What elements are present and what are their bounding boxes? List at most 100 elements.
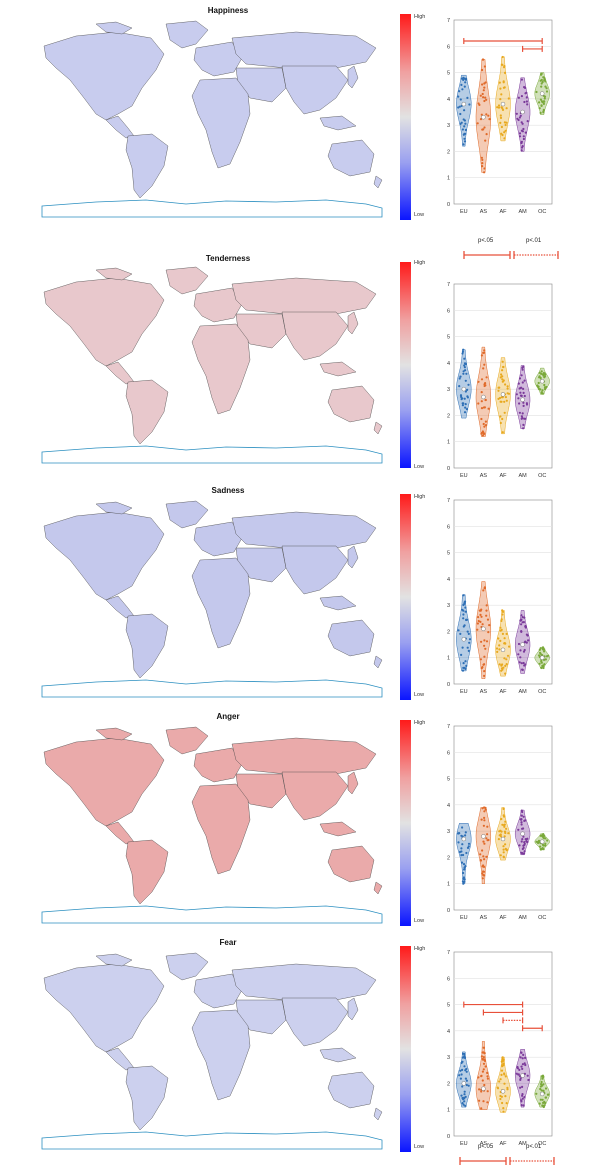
data-point (523, 1062, 526, 1065)
data-point (484, 424, 488, 427)
data-point (504, 672, 507, 675)
data-point (483, 655, 486, 658)
x-tick-label: AM (518, 1141, 527, 1147)
data-point (482, 1058, 485, 1061)
data-point (497, 397, 500, 400)
data-point (541, 389, 544, 392)
data-point (523, 379, 526, 382)
legend-lines (463, 251, 559, 259)
y-tick-label: 5 (447, 551, 450, 557)
data-point (486, 1101, 489, 1104)
x-tick-label: AS (480, 915, 488, 921)
data-point (501, 378, 504, 381)
data-point (503, 825, 506, 828)
map-region (95, 953, 133, 967)
data-point (481, 434, 484, 437)
data-point (502, 845, 505, 848)
data-point (521, 412, 524, 415)
data-point (500, 93, 503, 96)
colorbar-high-label: High (414, 720, 426, 726)
data-point (502, 365, 505, 369)
data-point (498, 81, 501, 84)
data-point (500, 1073, 503, 1076)
data-point (546, 839, 549, 842)
colorbar-high-label: High (414, 260, 426, 266)
colorbar-high-label: High (414, 14, 426, 20)
violin-plot: 0 1 2 3 4 5 6 7 EU AS AF AM OC (447, 950, 553, 1147)
data-point (457, 832, 460, 835)
data-point (499, 121, 502, 124)
data-point (499, 1078, 502, 1081)
data-point (486, 618, 490, 621)
x-tick-label: AF (499, 1141, 507, 1147)
x-tick-label: AF (499, 915, 507, 921)
data-point (482, 96, 485, 99)
data-point (463, 878, 466, 881)
colorbar (400, 262, 411, 468)
map-region (347, 771, 359, 795)
data-point (544, 1096, 547, 1099)
map-region (105, 361, 135, 385)
data-point (462, 372, 465, 375)
data-point (521, 381, 524, 384)
y-tick-label: 1 (447, 1108, 450, 1114)
data-point (461, 1102, 464, 1105)
colorbar-high-label: High (414, 946, 426, 952)
data-point (499, 854, 502, 857)
data-point (539, 111, 542, 114)
data-point (522, 815, 525, 818)
data-point (460, 847, 463, 850)
data-point (462, 348, 465, 351)
data-point (545, 90, 549, 93)
data-point (463, 624, 466, 627)
data-point (504, 843, 507, 846)
data-point (464, 610, 467, 613)
data-point (543, 383, 546, 387)
median-marker (481, 834, 486, 839)
data-point (466, 96, 469, 99)
violin-plot: 0 1 2 3 4 5 6 7 EU AS AF AM OC (447, 498, 553, 695)
data-point (499, 639, 502, 642)
data-point (519, 1056, 522, 1059)
data-point (481, 1051, 484, 1054)
data-point (463, 364, 466, 367)
data-point (481, 623, 484, 626)
data-point (482, 351, 485, 354)
data-point (519, 649, 522, 652)
data-point (520, 662, 523, 665)
panel-title: Sadness (211, 486, 245, 495)
map-region (281, 311, 349, 361)
data-point (464, 403, 467, 406)
data-point (540, 848, 543, 851)
map-region (125, 379, 169, 445)
data-point (503, 66, 506, 69)
data-point (521, 1097, 524, 1100)
y-tick-label: 1 (447, 440, 450, 446)
world-map (41, 500, 383, 698)
data-point (522, 135, 525, 138)
data-point (482, 589, 485, 592)
data-point (463, 85, 466, 88)
data-point (459, 394, 463, 397)
y-tick-label: 5 (447, 777, 450, 783)
data-point (539, 652, 542, 655)
data-point (542, 1089, 545, 1092)
data-point (522, 621, 525, 624)
data-point (464, 406, 467, 409)
data-point (482, 840, 485, 843)
data-point (481, 158, 484, 161)
data-point (541, 1074, 545, 1077)
map-region (281, 771, 349, 821)
data-point (467, 845, 470, 848)
data-point (480, 1075, 483, 1078)
data-point (520, 623, 523, 626)
data-point (479, 620, 482, 623)
violin-plot: 0 1 2 3 4 5 6 7 EU AS AF AM OC (447, 282, 553, 479)
data-point (503, 657, 506, 660)
plot-frame (453, 283, 553, 469)
median-marker (520, 642, 525, 647)
median-marker (461, 637, 467, 642)
map-region (191, 77, 251, 169)
map-region (95, 21, 133, 35)
data-point (462, 603, 465, 607)
